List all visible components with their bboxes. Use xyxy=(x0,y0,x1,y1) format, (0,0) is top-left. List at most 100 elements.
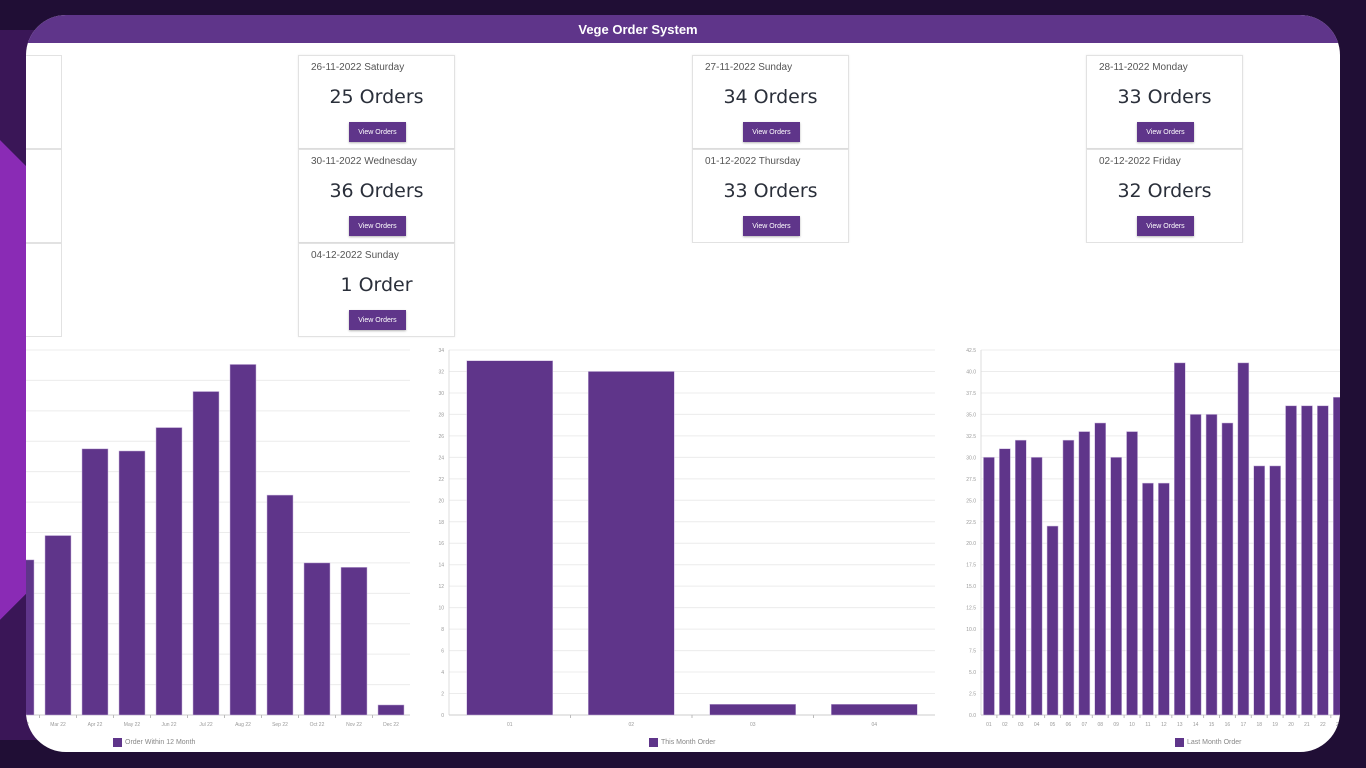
x-tick-label: 15 xyxy=(1209,722,1215,728)
order-card: 30-11-2022 Wednesday 36 Orders View Orde… xyxy=(298,149,455,243)
bar xyxy=(229,364,257,716)
x-tick-label: 13 xyxy=(1177,722,1183,728)
y-tick-label: 40.0 xyxy=(966,369,976,375)
x-tick-label: 02 xyxy=(628,722,634,728)
bar xyxy=(466,360,553,716)
x-tick-label: 03 xyxy=(750,722,756,728)
x-tick-label: 09 xyxy=(1113,722,1119,728)
app-title: Vege Order System xyxy=(578,21,698,37)
x-tick-label: 10 xyxy=(1129,722,1135,728)
bar xyxy=(1285,405,1297,716)
y-tick-label: 20.0 xyxy=(966,541,976,547)
x-tick-label: 05 xyxy=(1050,722,1056,728)
card-order-count: 32 Orders xyxy=(1117,180,1212,202)
y-tick-label: 30 xyxy=(438,391,444,397)
y-tick-label: 37.5 xyxy=(966,391,976,397)
y-tick-label: 7.5 xyxy=(969,649,976,655)
bar xyxy=(26,559,35,716)
bar xyxy=(1205,414,1218,716)
y-tick-label: 32 xyxy=(438,369,444,375)
view-orders-button[interactable]: View Orders xyxy=(349,216,406,236)
order-card: 28-11-2022 Monday 33 Orders View Orders xyxy=(1086,55,1243,149)
y-tick-label: 15.0 xyxy=(966,584,976,590)
x-tick-label: 18 xyxy=(1256,722,1262,728)
y-tick-label: 20 xyxy=(438,498,444,504)
x-tick-label: 04 xyxy=(1034,722,1040,728)
x-tick-label: 03 xyxy=(1018,722,1024,728)
bar xyxy=(340,567,368,716)
card-mask xyxy=(692,243,1252,247)
x-tick-label: 07 xyxy=(1082,722,1088,728)
bar xyxy=(1333,396,1340,716)
bar xyxy=(1221,422,1234,716)
y-tick-label: 2.5 xyxy=(969,692,976,698)
bar xyxy=(1015,439,1027,716)
bar xyxy=(377,704,405,716)
x-tick-label: Aug 22 xyxy=(235,722,251,728)
card-order-count: 1 Order xyxy=(340,274,413,296)
x-tick-label: Dec 22 xyxy=(383,722,399,728)
card-order-count: 25 Orders xyxy=(329,86,424,108)
card-date: 26-11-2022 Saturday xyxy=(311,62,405,73)
x-tick-label: May 22 xyxy=(124,722,141,728)
y-tick-label: 35.0 xyxy=(966,412,976,418)
view-orders-button[interactable]: View Orders xyxy=(1137,216,1194,236)
x-tick-label: 12 xyxy=(1161,722,1167,728)
y-tick-label: 0 xyxy=(441,713,444,719)
y-tick-label: 26 xyxy=(438,434,444,440)
bar xyxy=(1142,482,1154,716)
view-orders-button[interactable]: View Orders xyxy=(743,122,800,142)
x-tick-label: Nov 22 xyxy=(346,722,362,728)
x-tick-label: 11 xyxy=(1145,722,1150,728)
y-tick-label: 42.5 xyxy=(966,348,976,354)
y-tick-label: 27.5 xyxy=(966,477,976,483)
card-date: 01-12-2022 Thursday xyxy=(705,156,801,167)
legend-swatch xyxy=(1175,738,1184,747)
app-header: Vege Order System xyxy=(26,15,1340,43)
view-orders-button[interactable]: View Orders xyxy=(349,122,406,142)
x-tick-label: Jul 22 xyxy=(199,722,213,728)
view-orders-button[interactable]: View Orders xyxy=(1137,122,1194,142)
x-tick-label: 04 xyxy=(871,722,877,728)
bar xyxy=(1030,457,1043,716)
x-tick-label: Jun 22 xyxy=(161,722,176,728)
bar xyxy=(1110,457,1122,716)
legend-label: Order Within 12 Month xyxy=(125,739,196,746)
legend-label: Last Month Order xyxy=(1187,739,1242,746)
y-tick-label: 0.0 xyxy=(969,713,976,719)
bar xyxy=(1174,362,1186,716)
x-tick-label: 02 xyxy=(1002,722,1008,728)
view-orders-button[interactable]: View Orders xyxy=(349,310,406,330)
card-order-count: 36 Orders xyxy=(329,180,424,202)
x-tick-label: Apr 22 xyxy=(88,722,103,728)
y-tick-label: 4 xyxy=(441,670,444,676)
view-orders-button[interactable]: View Orders xyxy=(743,216,800,236)
order-card-partial xyxy=(26,243,62,337)
card-date: 27-11-2022 Sunday xyxy=(705,62,793,73)
chart-legend[interactable]: Order Within 12 Month xyxy=(113,738,195,747)
y-tick-label: 28 xyxy=(438,412,444,418)
y-tick-label: 22 xyxy=(438,477,444,483)
bar xyxy=(588,371,675,716)
bar xyxy=(192,391,220,716)
legend-swatch xyxy=(649,738,658,747)
x-tick-label: 14 xyxy=(1193,722,1199,728)
y-tick-label: 5.0 xyxy=(969,670,976,676)
order-card-partial xyxy=(26,149,62,243)
y-tick-label: 17.5 xyxy=(966,563,976,569)
y-tick-label: 25.0 xyxy=(966,498,976,504)
bar xyxy=(1269,465,1281,716)
legend-label: This Month Order xyxy=(661,739,716,746)
bar xyxy=(1189,414,1202,716)
y-tick-label: 18 xyxy=(438,520,444,526)
x-tick-label: 19 xyxy=(1272,722,1278,728)
x-tick-label: 06 xyxy=(1066,722,1072,728)
x-tick-label: 01 xyxy=(507,722,513,728)
card-date: 02-12-2022 Friday xyxy=(1099,156,1181,167)
chart-legend[interactable]: Last Month Order xyxy=(1175,738,1241,747)
x-tick-label: 22 xyxy=(1320,722,1326,728)
order-card: 27-11-2022 Sunday 34 Orders View Orders xyxy=(692,55,849,149)
chart-legend[interactable]: This Month Order xyxy=(649,738,715,747)
